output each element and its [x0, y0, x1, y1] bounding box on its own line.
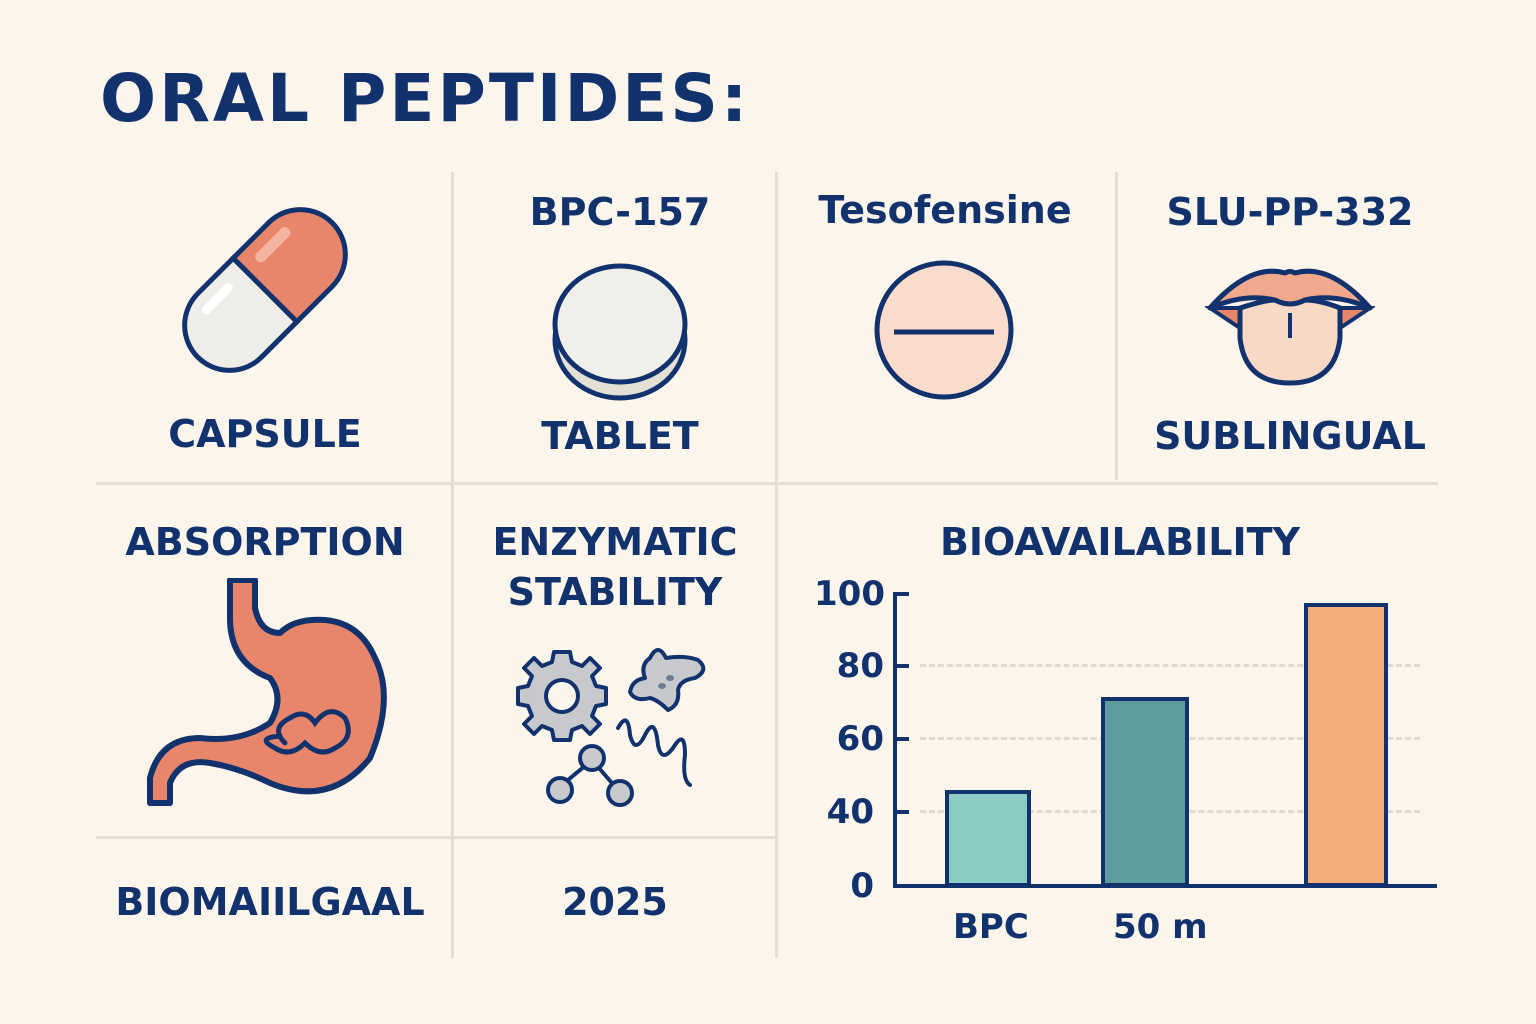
- y-tick-40: [893, 810, 909, 814]
- page-title: ORAL PEPTIDES:: [100, 60, 751, 137]
- x-label-50m: 50 m: [1113, 907, 1208, 947]
- divider-vertical-1: [451, 172, 454, 958]
- bottom-left-label: BIOMAIILGAAL: [115, 880, 425, 924]
- sublingual-label: SUBLINGUAL: [1154, 414, 1426, 458]
- y-tick-60: [893, 737, 909, 741]
- gridline-80: [920, 664, 1420, 667]
- divider-vertical-2: [775, 172, 778, 958]
- bar-third: [1304, 603, 1388, 887]
- y-label-100: 100: [814, 574, 885, 614]
- x-label-bpc: BPC: [953, 907, 1029, 947]
- divider-horizontal-1: [96, 482, 1438, 485]
- bar-50m: [1101, 697, 1189, 887]
- slupp332-name: SLU-PP-332: [1166, 190, 1414, 234]
- tablet-label: TABLET: [541, 414, 699, 458]
- bioavailability-title: BIOAVAILABILITY: [939, 520, 1301, 564]
- bioavailability-chart: 100 80 60 40 0 BPC 50 m: [800, 570, 1450, 950]
- capsule-icon: [160, 190, 370, 390]
- bar-bpc: [945, 790, 1031, 887]
- year-label: 2025: [562, 880, 668, 924]
- absorption-label: ABSORPTION: [125, 520, 405, 564]
- y-label-80: 80: [836, 646, 884, 686]
- tesofensine-name: Tesofensine: [818, 188, 1072, 232]
- enzymatic-label: ENZYMATIC: [492, 520, 738, 564]
- y-label-40: 40: [826, 792, 874, 832]
- stability-label: STABILITY: [507, 570, 723, 614]
- y-label-0: 0: [850, 866, 874, 906]
- stomach-icon: [130, 577, 390, 808]
- y-tick-80: [893, 664, 909, 668]
- scored-pill-icon: [872, 258, 1016, 402]
- capsule-label: CAPSULE: [168, 412, 362, 456]
- y-label-60: 60: [836, 719, 884, 759]
- mouth-tongue-icon: [1203, 258, 1377, 388]
- bpc157-name: BPC-157: [529, 190, 711, 234]
- divider-horizontal-2: [96, 836, 776, 839]
- tablet-icon: [550, 262, 690, 402]
- y-tick-100: [893, 592, 909, 596]
- divider-vertical-3: [1115, 172, 1118, 480]
- enzyme-gear-molecule-icon: [510, 640, 720, 820]
